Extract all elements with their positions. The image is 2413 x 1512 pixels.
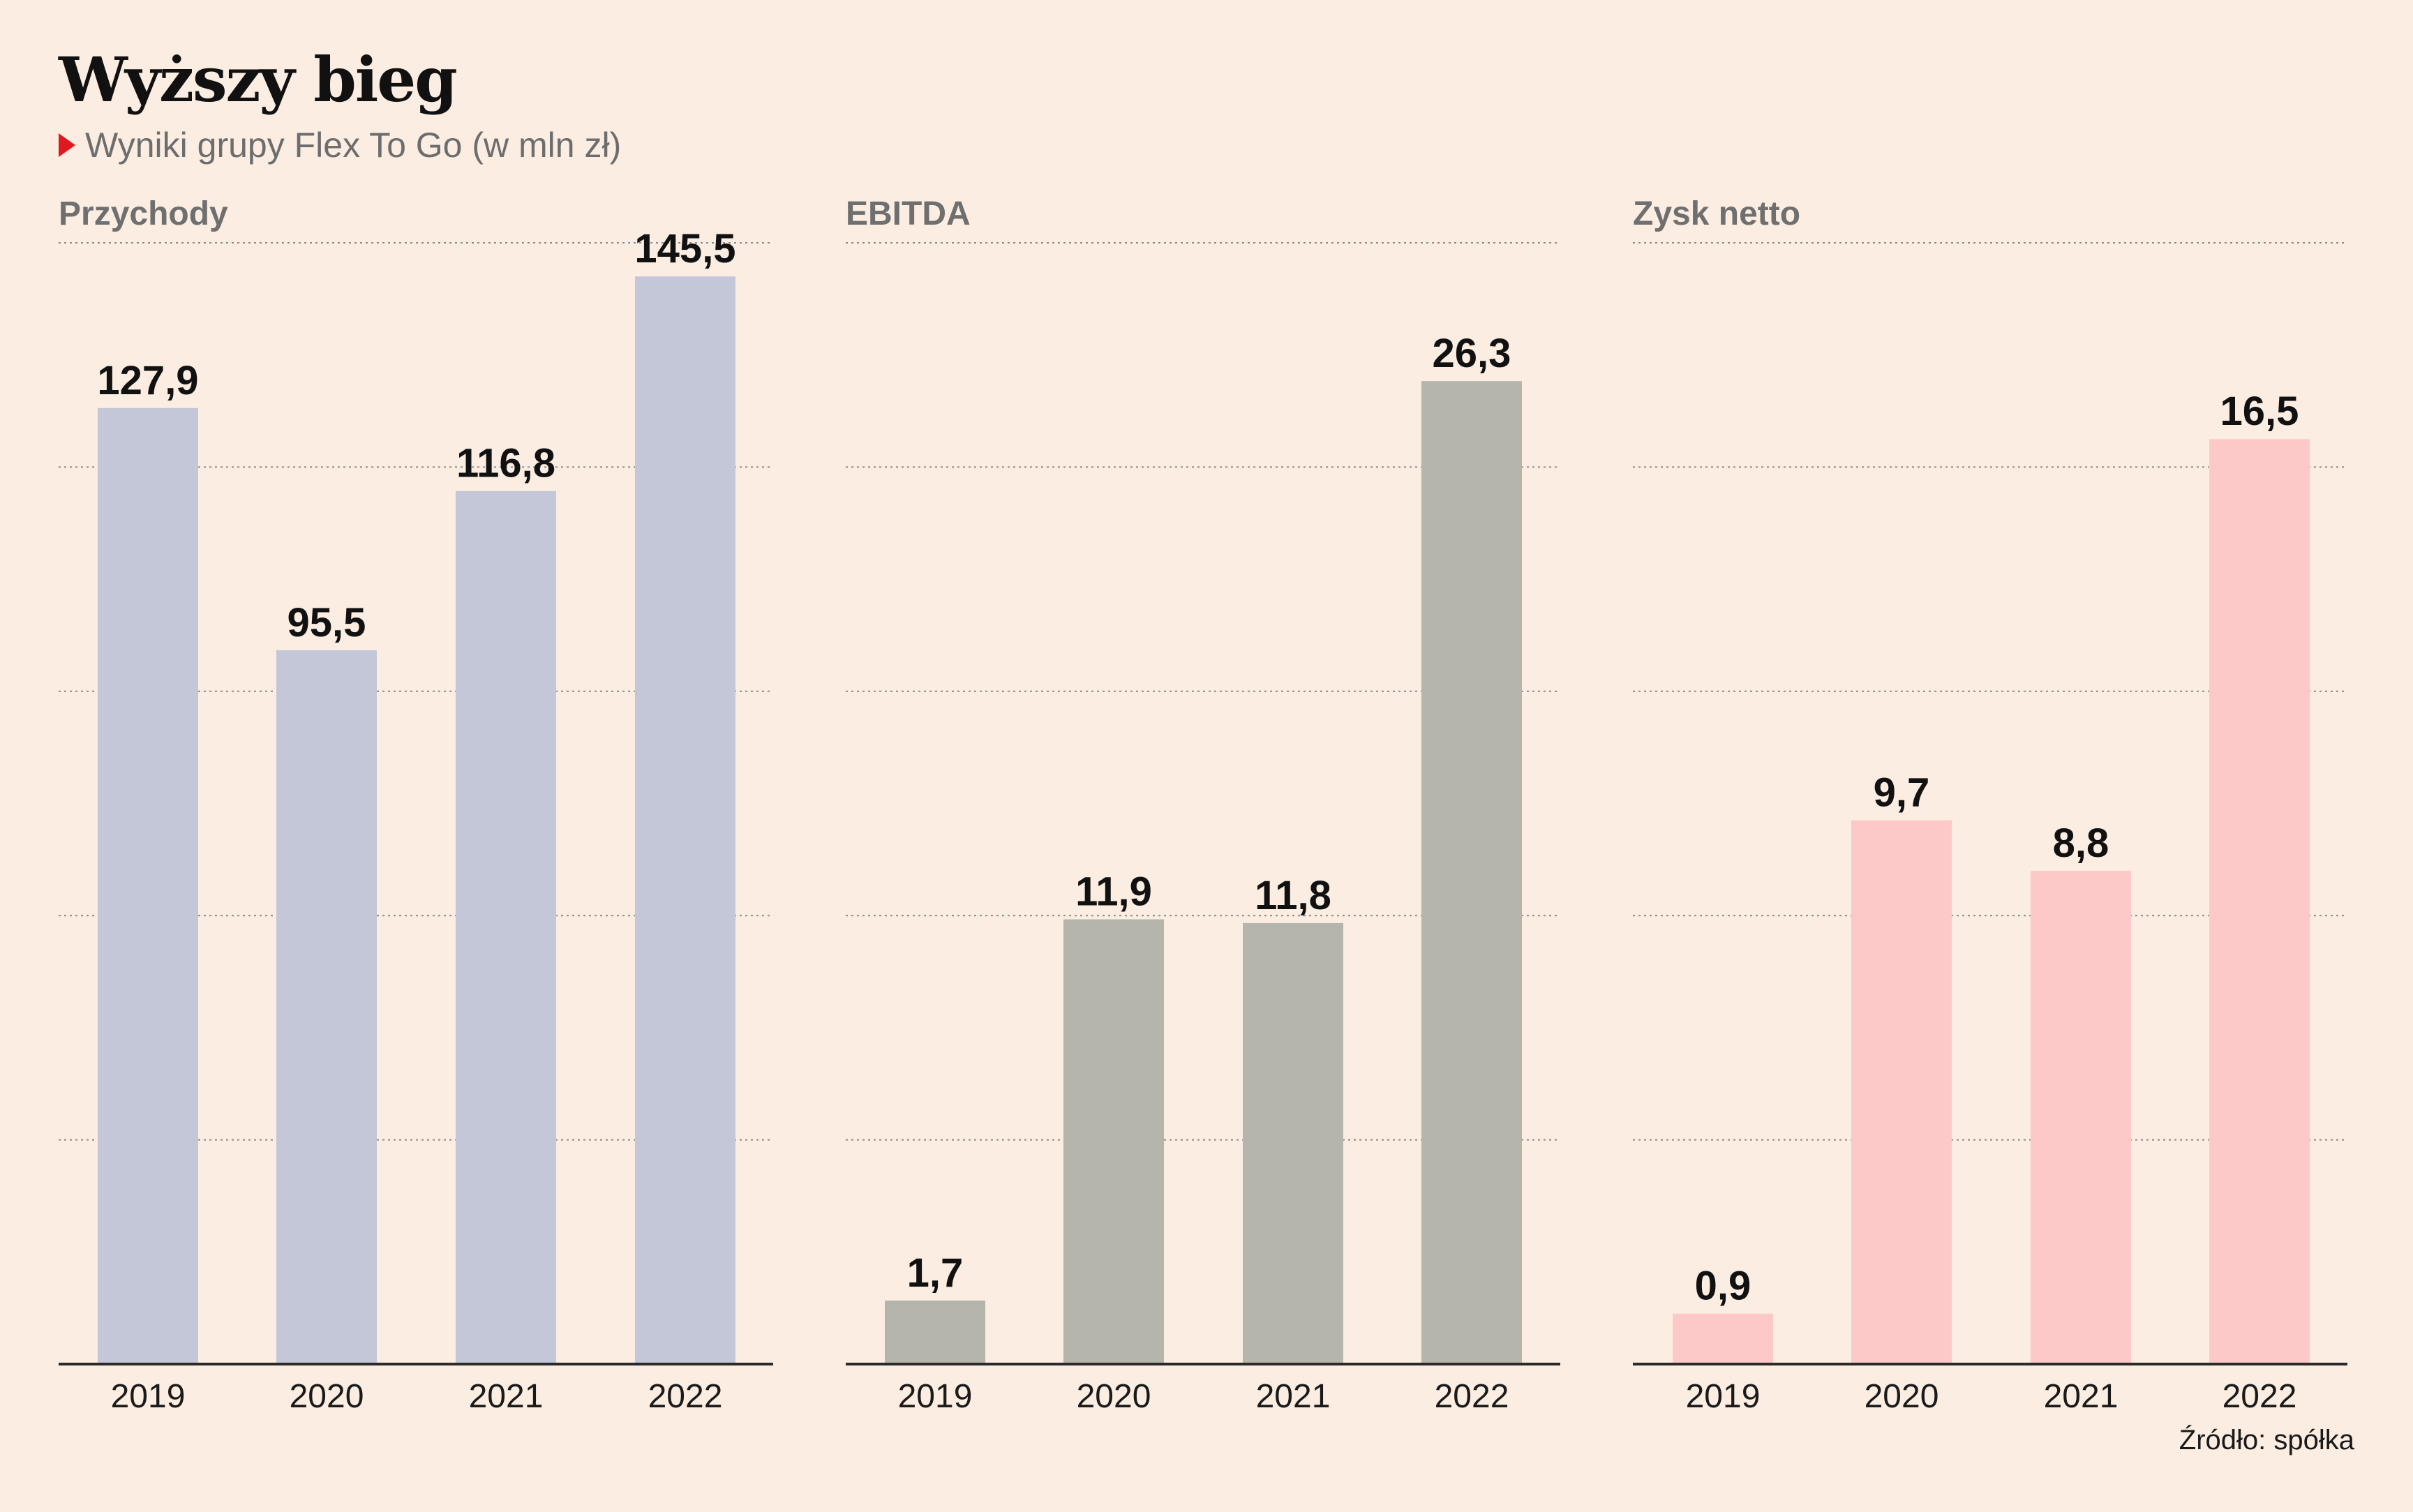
x-tick-label: 2022 xyxy=(648,1378,723,1415)
data-label: 0,9 xyxy=(1695,1264,1751,1309)
x-tick-label: 2022 xyxy=(1435,1378,1509,1415)
data-label: 16,5 xyxy=(2220,389,2299,434)
bar xyxy=(98,407,198,1364)
bar xyxy=(276,650,377,1364)
x-tick-label: 2020 xyxy=(1077,1378,1151,1415)
x-tick-label: 2019 xyxy=(1686,1378,1761,1415)
source-note: Źródło: spółka xyxy=(2179,1425,2354,1455)
data-label: 8,8 xyxy=(2053,821,2109,866)
x-tick-label: 2021 xyxy=(2044,1378,2119,1415)
x-tick-label: 2021 xyxy=(1256,1378,1331,1415)
bar xyxy=(1063,919,1164,1364)
data-label: 9,7 xyxy=(1874,770,1930,816)
bar xyxy=(2209,439,2310,1364)
bar xyxy=(1243,922,1343,1364)
data-label: 127,9 xyxy=(97,358,198,403)
bar xyxy=(2031,870,2131,1364)
x-tick-label: 2019 xyxy=(111,1378,186,1415)
data-label: 26,3 xyxy=(1433,331,1511,376)
x-tick-label: 2019 xyxy=(898,1378,973,1415)
bar xyxy=(456,491,556,1365)
panel-title: Przychody xyxy=(59,195,228,232)
x-tick-label: 2021 xyxy=(469,1378,544,1415)
x-tick-label: 2022 xyxy=(2222,1378,2297,1415)
chart-subtitle: Wyniki grupy Flex To Go (w mln zł) xyxy=(59,124,621,166)
bar xyxy=(1851,820,1952,1364)
x-tick-label: 2020 xyxy=(1865,1378,1939,1415)
panel-title: Zysk netto xyxy=(1633,195,1800,232)
bar xyxy=(885,1300,985,1364)
data-label: 1,7 xyxy=(907,1250,964,1296)
data-label: 11,9 xyxy=(1075,869,1152,915)
bar xyxy=(1421,381,1522,1364)
data-label: 116,8 xyxy=(456,441,555,486)
chart-title: Wyższy bieg xyxy=(59,43,458,116)
data-label: 145,5 xyxy=(634,226,735,271)
x-tick-label: 2020 xyxy=(290,1378,364,1415)
bar xyxy=(1673,1313,1773,1364)
panel-title: EBITDA xyxy=(846,195,971,232)
data-label: 11,8 xyxy=(1255,873,1331,918)
bar xyxy=(635,276,735,1365)
data-label: 95,5 xyxy=(287,600,366,645)
subtitle-text: Wyniki grupy Flex To Go (w mln zł) xyxy=(85,126,622,165)
red-triangle-marker-icon xyxy=(59,133,75,157)
